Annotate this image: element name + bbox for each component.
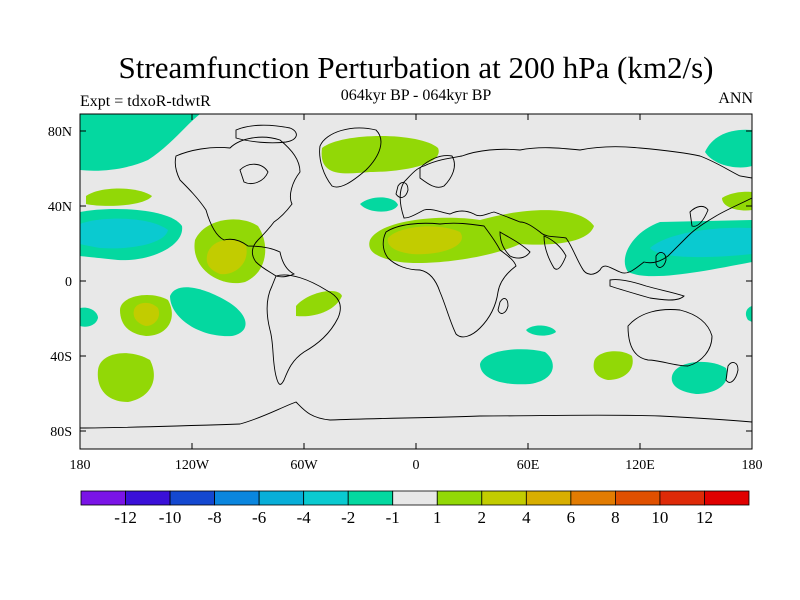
contour-swpac-neg	[671, 361, 728, 394]
colorbar-swatch	[214, 490, 260, 506]
colorbar-label: -4	[297, 508, 312, 527]
coast-japan	[689, 205, 709, 227]
contour-npac-pos	[86, 188, 152, 206]
contour-greenland	[321, 136, 439, 174]
contour-nafrica-pos2	[387, 226, 462, 255]
colorbar-swatch	[169, 490, 215, 506]
colorbar-swatch	[704, 490, 750, 506]
lon-label: 120E	[625, 458, 655, 473]
colorbar-label: 2	[478, 508, 487, 527]
colorbar-label: 8	[611, 508, 620, 527]
colorbar-label: 10	[651, 508, 668, 527]
coast-uk	[395, 182, 409, 198]
colorbar-label: -6	[252, 508, 266, 527]
contour-sspac-pos	[97, 353, 154, 402]
contour-natl-neg	[360, 197, 398, 212]
colorbar: -12 -10 -8 -6 -4 -2 -1 1 2 4 6 8 10 12	[80, 490, 750, 527]
coast-eurasia	[399, 146, 752, 275]
lon-label: 180	[742, 458, 763, 473]
contour-spac-pos2	[133, 302, 160, 326]
contour-nwpac-pos	[722, 191, 752, 211]
coast-antarctica	[80, 401, 752, 429]
colorbar-swatch	[303, 490, 349, 506]
lon-label: 180	[70, 458, 91, 473]
lon-labels: 180 120W 60W 0 60E 120E 180	[70, 458, 763, 473]
coast-madagascar	[497, 298, 509, 314]
colorbar-label: 1	[433, 508, 442, 527]
contour-satl-neg	[480, 349, 553, 385]
lat-label: 80N	[48, 125, 72, 140]
coast-india	[543, 235, 567, 270]
colorbar-swatch	[436, 490, 483, 506]
contour-satl-pos	[296, 291, 342, 317]
contour-sepac-neg	[170, 287, 246, 337]
coast-greenland	[319, 127, 382, 188]
colorbar-swatch	[80, 490, 126, 506]
colorbar-swatch	[258, 490, 305, 506]
colorbar-swatch	[570, 490, 616, 506]
coast-africa	[382, 222, 517, 338]
lon-label: 120W	[175, 458, 210, 473]
experiment-label: Expt = tdxoR-tdwtR	[80, 93, 211, 110]
lat-label: 0	[65, 275, 72, 290]
colorbar-swatch	[347, 490, 394, 506]
coast-new-zealand	[725, 362, 739, 383]
colorbar-swatch	[392, 490, 438, 506]
contour-se-edge	[745, 306, 752, 322]
lat-label: 80S	[50, 425, 72, 440]
contour-sio-neg	[526, 325, 556, 336]
contour-asia-neg2	[650, 227, 752, 258]
contour-nw-arctic	[80, 114, 200, 171]
period-label: 064kyr BP - 064kyr BP	[340, 87, 492, 104]
colorbar-label: -2	[341, 508, 355, 527]
colorbar-swatch	[125, 490, 171, 506]
colorbar-label: 6	[567, 508, 576, 527]
contour-sio-pos	[593, 351, 633, 380]
coast-indonesia	[609, 279, 685, 301]
lat-label: 40N	[48, 200, 72, 215]
coast-philippines	[655, 252, 667, 268]
coast-hudson	[239, 163, 269, 184]
coast-arctic-islands	[235, 124, 297, 144]
colorbar-label: 4	[522, 508, 531, 527]
season-label: ANN	[718, 90, 753, 107]
lon-label: 60E	[517, 458, 540, 473]
colorbar-swatch	[615, 490, 661, 506]
coast-arabia	[499, 231, 531, 259]
lat-label: 40S	[50, 350, 72, 365]
colorbar-label: -10	[159, 508, 182, 527]
colorbar-label: 12	[696, 508, 713, 527]
colorbar-label: -8	[208, 508, 222, 527]
lat-labels: 80N 40N 0 40S 80S	[48, 125, 72, 440]
colorbar-swatch	[525, 490, 572, 506]
contour-sw-edge	[80, 307, 98, 327]
lon-ticks	[79, 114, 753, 449]
coast-scandinavia	[419, 155, 455, 188]
colorbar-label: -12	[114, 508, 137, 527]
colorbar-swatch	[481, 490, 527, 506]
contour-ne-arctic	[705, 129, 752, 168]
lat-ticks	[80, 130, 752, 432]
colorbar-swatch	[659, 490, 705, 506]
lon-label: 0	[413, 458, 420, 473]
coast-australia	[627, 309, 713, 367]
coast-south-america	[266, 274, 341, 385]
coastlines	[80, 124, 752, 429]
plot-title: Streamfunction Perturbation at 200 hPa (…	[118, 50, 714, 85]
contour-wpac-neg2	[80, 218, 168, 249]
coast-north-america	[174, 136, 301, 278]
colorbar-label: -1	[386, 508, 400, 527]
contour-camerica-pos2	[206, 239, 247, 275]
anomaly-contours	[80, 114, 752, 402]
lon-label: 60W	[290, 458, 318, 473]
